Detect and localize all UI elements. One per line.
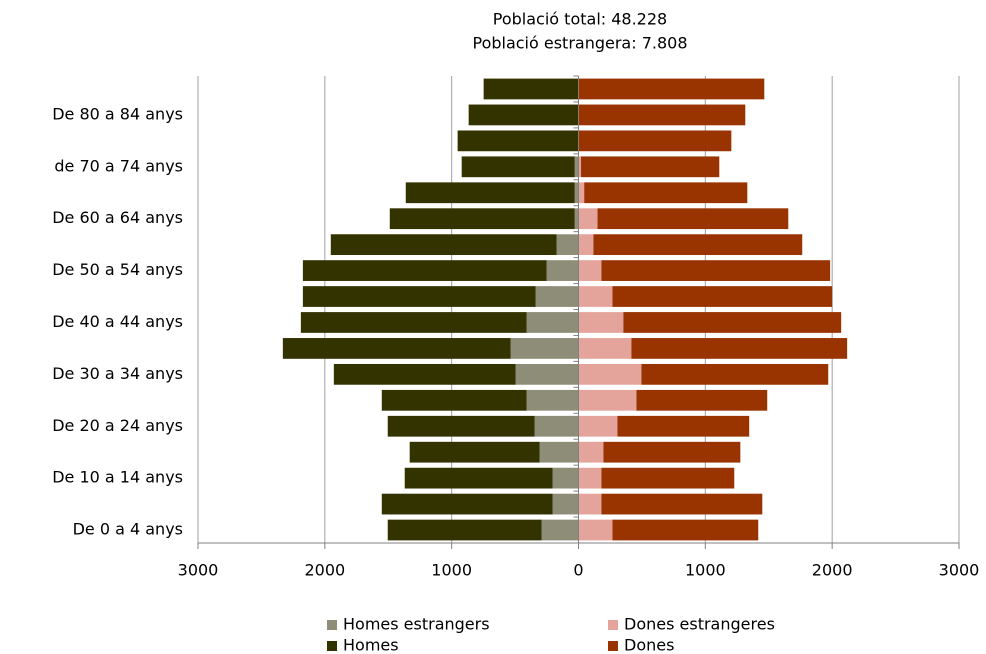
bar [578,389,637,411]
bar [300,312,527,333]
y-tick-label: de 70 a 74 anys [54,156,183,175]
bar [457,130,579,152]
bar [578,130,732,152]
bar [405,182,575,204]
bar [623,312,842,333]
bar [601,260,831,281]
bar [584,182,748,204]
bar [552,493,579,515]
legend-swatch [608,641,618,651]
bar [601,493,763,515]
y-tick-label: De 10 a 14 anys [52,468,183,487]
bar [404,467,553,489]
y-tick-label: De 80 a 84 anys [52,104,183,123]
bar [612,519,759,541]
bar [387,415,535,437]
bar [578,415,618,437]
x-tick-label: 1000 [685,561,726,580]
bar [578,234,594,256]
bar [612,286,833,307]
bar [546,260,579,281]
y-tick-label: De 40 a 44 anys [52,312,183,331]
y-tick-label: De 30 a 34 anys [52,364,183,383]
bar [389,208,575,230]
legend-swatch [327,620,337,630]
x-tick-label: 2000 [812,561,853,580]
bar [483,78,579,100]
bar [461,156,575,178]
x-tick-label: 3000 [939,561,980,580]
bar [387,519,542,541]
bar [597,208,789,230]
chart-subtitle: Població estrangera: 7.808 [472,34,687,53]
x-tick-label: 0 [573,561,583,580]
bar [578,286,613,307]
bar [578,338,632,359]
bar [574,208,579,230]
bar [578,519,613,541]
bar [578,363,642,385]
y-tick-label: De 0 a 4 anys [73,520,183,539]
bar [556,234,579,256]
bar [534,415,579,437]
bar [515,363,579,385]
bar [330,234,557,256]
bar [631,338,848,359]
bar [468,104,579,126]
bar [578,182,585,204]
y-tick-label: De 60 a 64 anys [52,208,183,227]
legend-label: Homes [343,636,399,654]
bar [636,389,768,411]
x-tick-label: 1000 [431,561,472,580]
x-tick-label: 3000 [178,561,219,580]
bar [581,156,720,178]
bar [617,415,750,437]
legend-swatch [327,641,337,651]
bar [302,286,536,307]
legend-label: Homes estrangers [343,615,490,634]
bar [578,156,582,178]
chart-title: Població total: 48.228 [493,10,667,29]
bar [578,441,604,463]
bar [578,104,746,126]
bar [526,312,579,333]
bar [578,260,602,281]
bar [578,467,602,489]
bar [574,156,579,178]
y-tick-label: De 50 a 54 anys [52,260,183,279]
bar [526,389,579,411]
legend-swatch [608,620,618,630]
bar [302,260,547,281]
bar [381,389,527,411]
legend-label: Dones estrangeres [624,615,775,634]
bar [603,441,741,463]
bar [510,338,579,359]
bar [535,286,579,307]
bar [381,493,553,515]
bar [593,234,803,256]
bar [578,493,602,515]
x-tick-label: 2000 [304,561,345,580]
bar [574,182,579,204]
bar [641,363,829,385]
legend-label: Dones [624,636,674,654]
y-tick-label: De 20 a 24 anys [52,416,183,435]
bar [282,338,511,359]
bar [541,519,579,541]
bar [578,78,765,100]
bar [552,467,579,489]
bar [601,467,735,489]
bar [578,312,624,333]
bar [333,363,516,385]
bar [409,441,540,463]
bar [539,441,579,463]
bar [578,208,598,230]
